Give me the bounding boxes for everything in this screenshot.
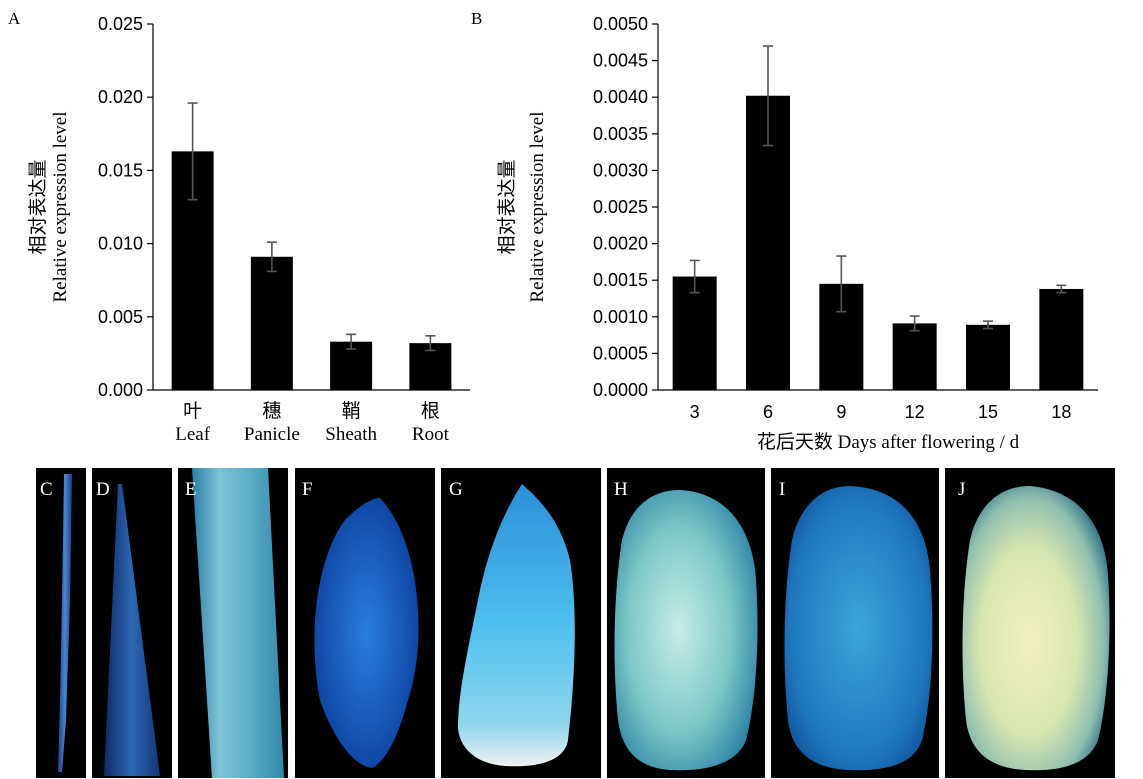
y-axis-label-zh: 相对表达量 xyxy=(27,159,49,254)
x-category-label-zh: 叶 xyxy=(183,400,202,422)
x-category-label: Leaf xyxy=(175,424,210,445)
photo-label-g: G xyxy=(449,479,463,500)
x-category-label: Panicle xyxy=(244,424,300,445)
photo-label-e: E xyxy=(185,479,197,500)
x-category-label-zh: 根 xyxy=(421,400,440,422)
y-tick-label: 0.0045 xyxy=(593,51,648,71)
x-category-label: Sheath xyxy=(325,424,377,445)
x-category-label-zh: 鞘 xyxy=(342,400,361,422)
panel-label-a: A xyxy=(8,9,21,28)
y-tick-label: 0.0015 xyxy=(593,270,648,290)
photo-panel-i: I xyxy=(771,468,939,778)
panel-label-b: B xyxy=(471,9,482,28)
photo-label-i: I xyxy=(779,479,785,500)
y-tick-label: 0.0035 xyxy=(593,124,648,144)
bar xyxy=(672,276,717,390)
x-category-label: Root xyxy=(412,424,450,445)
x-category-label: 6 xyxy=(763,402,773,422)
photo-panel-f: F xyxy=(295,468,435,778)
photo-panel-h: H xyxy=(607,468,765,778)
y-tick-label: 0.0020 xyxy=(593,234,648,254)
bar xyxy=(1039,288,1084,390)
x-axis-label: 花后天数 Days after flowering / d xyxy=(757,431,1020,453)
y-tick-label: 0.005 xyxy=(98,307,143,327)
x-category-label-zh: 穗 xyxy=(262,400,281,422)
y-axis-label-zh: 相对表达量 xyxy=(496,159,518,254)
y-tick-label: 0.025 xyxy=(98,14,143,34)
x-category-label: 3 xyxy=(690,402,700,422)
chart-b-expression-by-days: 0.0000 0.0005 0.0010 0.0015 0.0020 0.0025 0.00… xyxy=(496,14,1098,453)
x-category-label: 15 xyxy=(978,402,998,422)
y-tick-label: 0.0000 xyxy=(593,380,648,400)
photo-panel-d: D xyxy=(92,468,172,778)
y-tick-label: 0.0025 xyxy=(593,197,648,217)
y-axis-label: Relative expression level xyxy=(527,112,548,303)
photo-panel-e: E xyxy=(178,468,288,778)
y-tick-label: 0.010 xyxy=(98,234,143,254)
photo-label-f: F xyxy=(302,479,313,500)
bar xyxy=(250,256,293,390)
bar xyxy=(966,324,1010,390)
photo-label-j: J xyxy=(958,479,965,500)
photo-label-d: D xyxy=(96,479,110,500)
y-tick-label: 0.000 xyxy=(98,380,143,400)
bar xyxy=(892,323,937,390)
y-tick-label: 0.020 xyxy=(98,87,143,107)
x-category-label: 12 xyxy=(905,402,925,422)
y-tick-label: 0.0040 xyxy=(593,87,648,107)
chart-a-expression-by-tissue: 0.000 0.005 0.010 0.015 0.020 0.025 相对表达量 Relat… xyxy=(27,14,470,445)
y-axis-label: Relative expression level xyxy=(50,112,71,303)
photo-panel-c: C xyxy=(36,468,86,778)
photo-label-h: H xyxy=(614,479,628,500)
photo-label-c: C xyxy=(40,479,53,500)
x-category-label: 9 xyxy=(836,402,846,422)
y-tick-label: 0.015 xyxy=(98,160,143,180)
y-tick-label: 0.0010 xyxy=(593,307,648,327)
y-tick-label: 0.0050 xyxy=(593,14,648,34)
photo-panel-g: G xyxy=(441,468,601,778)
x-category-label: 18 xyxy=(1051,402,1071,422)
photo-panel-j: J xyxy=(945,468,1115,778)
y-tick-label: 0.0030 xyxy=(593,160,648,180)
y-tick-label: 0.0005 xyxy=(593,343,648,363)
